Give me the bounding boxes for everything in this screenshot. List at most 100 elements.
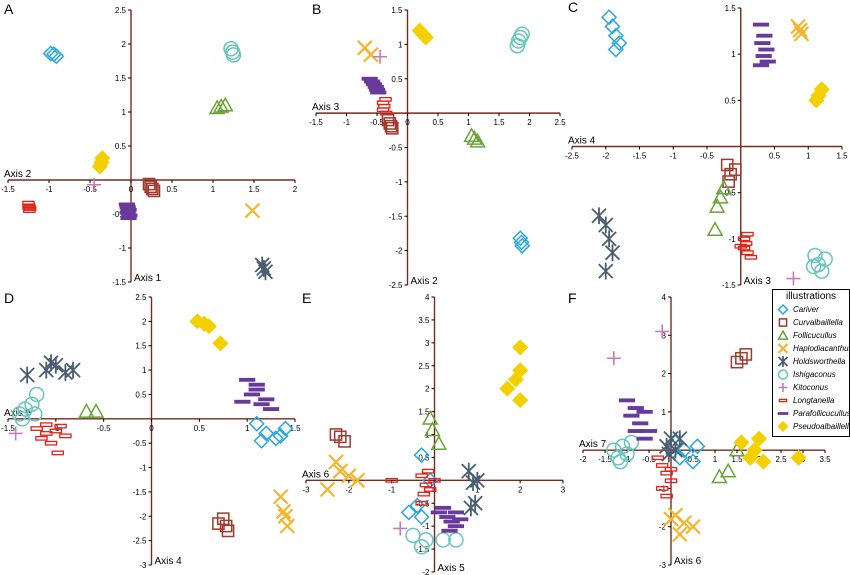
y-tick-label: 1 [142, 366, 147, 375]
data-point [262, 407, 280, 412]
panel-label: A [4, 1, 14, 17]
series-holdsworthella [19, 354, 81, 384]
series-haplodiacanthus [663, 507, 701, 543]
data-point [272, 489, 289, 505]
data-point [279, 518, 296, 534]
data-point [78, 402, 95, 418]
data-point [756, 33, 773, 38]
x-tick-label: 0 [129, 185, 134, 194]
data-point [275, 503, 292, 520]
data-point [48, 48, 65, 65]
data-point [258, 397, 275, 402]
x-tick-label: -2.5 [565, 152, 579, 161]
series-longtanella [376, 96, 393, 116]
data-point [790, 449, 807, 466]
data-point [212, 98, 230, 113]
x-tick-label: 3.5 [819, 455, 831, 464]
legend-marker [778, 383, 788, 392]
series-cariver [512, 230, 531, 254]
data-point [689, 438, 706, 455]
x-axis-label: Axis 2 [4, 169, 32, 180]
legend-label: Curvalbaillella [793, 318, 843, 327]
data-point [421, 468, 435, 474]
data-point [49, 428, 63, 434]
data-point [676, 515, 692, 531]
data-point [499, 380, 516, 397]
series-pseudoalbaillella [499, 339, 529, 409]
series-haplodiacanthus [357, 40, 379, 63]
series-haplodiacanthus [319, 454, 366, 498]
data-point [319, 481, 336, 498]
data-point [448, 532, 464, 548]
data-point [750, 430, 768, 447]
y-tick-label: -1 [139, 464, 147, 473]
legend-marker [778, 398, 788, 403]
data-point [435, 532, 451, 548]
x-tick-label: -1.5 [1, 424, 15, 433]
x-tick-label: -1.5 [633, 152, 647, 161]
series-ishigaconus [11, 386, 45, 427]
data-point [463, 499, 479, 517]
y-tick-label: -2 [659, 523, 667, 532]
x-axis-label: Axis 4 [568, 136, 596, 147]
y-tick-label: 2.5 [135, 293, 147, 302]
legend-label: Pseudoalbaillella [793, 422, 850, 431]
data-point [415, 500, 428, 506]
y-tick-label: -2 [395, 247, 403, 256]
data-point [507, 371, 524, 388]
data-point [212, 517, 225, 530]
data-point [54, 423, 67, 429]
panel-e: E-3 -2 -1 0 1 2 3-2-1.5-1-0.50.511.522.533.54A… [302, 290, 566, 575]
x-tick-label: 0.5 [432, 118, 444, 127]
x-tick-label: -1.5 [598, 455, 612, 464]
x-tick-label: 1 [466, 118, 471, 127]
legend-marker [777, 330, 789, 340]
series-curvalbaillella [142, 177, 161, 198]
data-point [655, 324, 670, 339]
x-tick-label: -0.5 [370, 118, 384, 127]
series-kitoconus [8, 426, 23, 441]
data-point [379, 110, 393, 116]
panel-b: B -1.5 -1 -0.5 0 0.5 1 1.5 2 2.5 -2.5 -2 -1.5 -1 -0.5 0… [309, 1, 566, 290]
legend-item: Cariver [775, 304, 850, 315]
panel-label: F [568, 290, 577, 306]
data-point [623, 434, 640, 451]
series-follicucullus [78, 402, 105, 418]
y-tick-label: -1.5 [389, 212, 403, 221]
x-tick-label: 1 [475, 485, 480, 494]
x-tick-label: 0 [405, 118, 410, 127]
y-tick-label: -2 [422, 568, 430, 575]
data-point [328, 454, 344, 470]
series-longtanella [385, 468, 441, 506]
panel-label: D [4, 290, 14, 306]
data-point [627, 406, 644, 410]
y-tick-label: -1.5 [112, 278, 126, 287]
x-tick-label: 1.5 [493, 118, 505, 127]
y-tick-label: 2 [122, 40, 127, 49]
data-point [373, 49, 388, 64]
data-point [754, 41, 771, 46]
series-cariver [248, 415, 294, 449]
data-point [338, 435, 351, 448]
data-point [383, 117, 397, 130]
series-follicucullus [208, 96, 234, 115]
data-point [733, 434, 750, 451]
x-tick-label: 1.5 [836, 152, 848, 161]
y-tick-label: -1 [729, 235, 737, 244]
data-point [739, 348, 753, 361]
data-point [655, 486, 669, 491]
data-point [59, 433, 72, 439]
y-tick-label: -3 [659, 561, 667, 570]
y-tick-label: 3.5 [418, 316, 430, 325]
legend-item: Kitoconus [775, 382, 850, 393]
data-point [28, 386, 45, 403]
data-point [759, 59, 776, 64]
series-parafollicucullus [430, 505, 469, 533]
legend-marker [777, 356, 789, 367]
series-follicucullus [421, 409, 448, 451]
x-tick-label: 2.5 [554, 118, 566, 127]
x-axis-label: Axis 3 [312, 102, 340, 113]
data-point [234, 399, 251, 404]
data-point [708, 197, 726, 213]
